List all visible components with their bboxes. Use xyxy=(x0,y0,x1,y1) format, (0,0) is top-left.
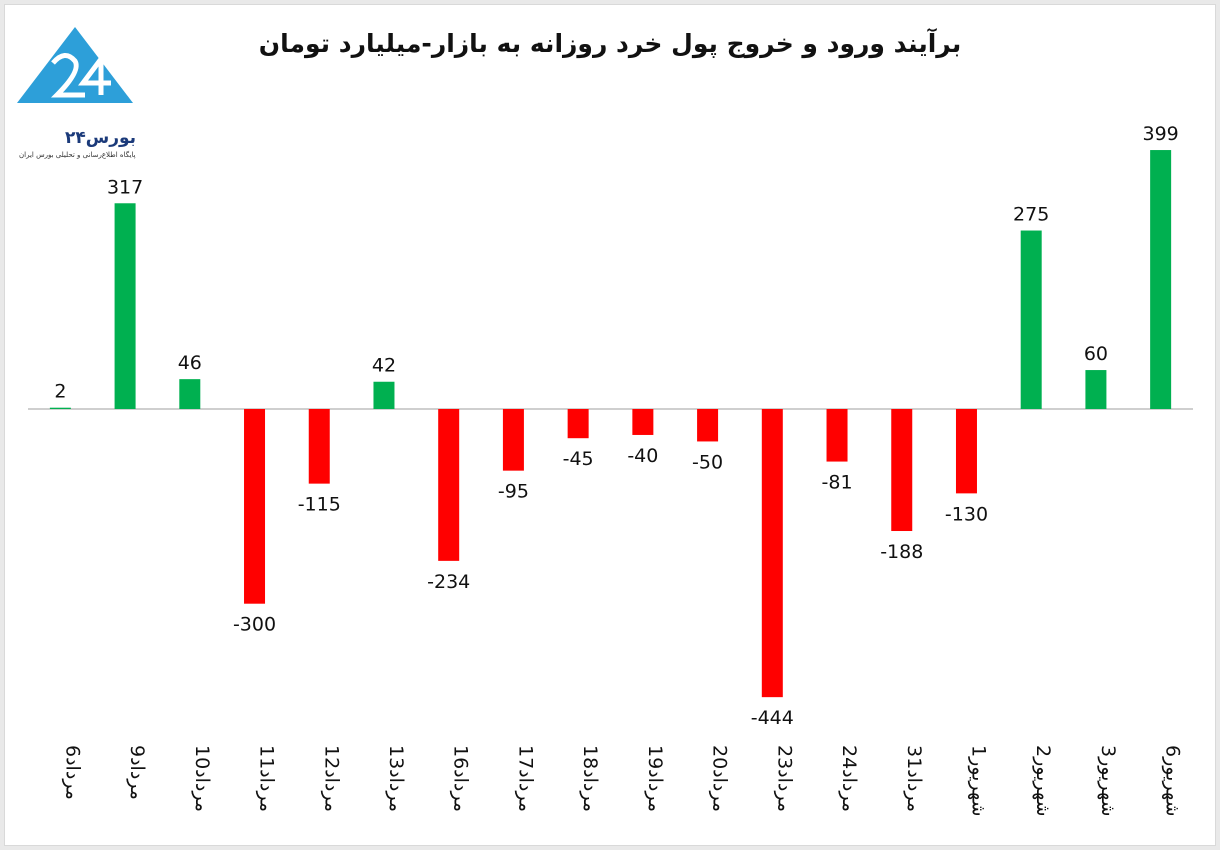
data-label: 399 xyxy=(1143,123,1179,145)
bar xyxy=(761,409,783,698)
x-tick-label: 31مرداد xyxy=(903,745,925,812)
x-tick-label: 6شهریور xyxy=(1162,745,1184,817)
bar xyxy=(697,409,719,442)
x-tick-label: 13مرداد xyxy=(385,745,407,812)
data-label: -40 xyxy=(627,445,658,467)
data-label: -234 xyxy=(427,571,470,593)
data-label: 2 xyxy=(54,381,66,403)
x-tick-label: 19مرداد xyxy=(644,745,666,812)
data-label: 60 xyxy=(1084,343,1108,365)
data-label: -115 xyxy=(298,494,341,516)
bourse24-logo: بورس۲۴ پایگاه اطلاع‌رسانی و تحلیلی بورس … xyxy=(13,25,158,159)
logo-name: بورس۲۴ xyxy=(65,128,137,148)
x-tick-label: 12مرداد xyxy=(320,745,342,812)
bar xyxy=(373,381,395,409)
chart-title: برآیند ورود و خروج پول خرد روزانه به باز… xyxy=(258,29,962,58)
bar xyxy=(308,409,330,484)
data-label: -300 xyxy=(233,614,276,636)
bar xyxy=(179,379,201,409)
x-tick-label: 11مرداد xyxy=(256,745,278,812)
data-label: 46 xyxy=(178,352,202,374)
data-label: 317 xyxy=(107,176,143,198)
x-tick-label: 1شهریور xyxy=(967,745,989,817)
bar xyxy=(1150,150,1172,409)
bar xyxy=(567,409,589,439)
bar xyxy=(438,409,460,561)
bar xyxy=(1020,230,1042,409)
bar xyxy=(502,409,524,471)
data-label: -50 xyxy=(692,451,723,473)
x-tick-label: 2شهریور xyxy=(1032,745,1054,817)
x-tick-label: 23مرداد xyxy=(773,745,795,812)
x-tick-label: 9مرداد xyxy=(126,745,148,800)
bar xyxy=(632,409,654,435)
data-label: 42 xyxy=(372,355,396,377)
data-label: 275 xyxy=(1013,204,1049,226)
bar xyxy=(891,409,913,532)
data-label: -95 xyxy=(498,481,529,503)
bar xyxy=(244,409,266,604)
bar xyxy=(114,203,136,409)
data-label: -81 xyxy=(822,472,853,494)
data-label: -45 xyxy=(563,448,594,470)
x-tick-label: 16مرداد xyxy=(450,745,472,812)
x-tick-label: 20مرداد xyxy=(709,745,731,812)
bar xyxy=(826,409,848,462)
x-tick-label: 3شهریور xyxy=(1097,745,1119,817)
data-label: -188 xyxy=(880,541,923,563)
bar xyxy=(955,409,977,494)
data-label: -444 xyxy=(751,707,794,729)
bar xyxy=(49,407,71,409)
x-tick-label: 6مرداد xyxy=(61,745,83,800)
bourse24-logo-icon xyxy=(17,27,133,103)
x-tick-label: 17مرداد xyxy=(514,745,536,812)
x-tick-label: 18مرداد xyxy=(579,745,601,812)
x-tick-label: 10مرداد xyxy=(191,745,213,812)
chart-frame: برآیند ورود و خروج پول خرد روزانه به باز… xyxy=(4,4,1216,846)
bar xyxy=(1085,370,1107,409)
x-tick-label: 24مرداد xyxy=(838,745,860,812)
logo-tagline: پایگاه اطلاع‌رسانی و تحلیلی بورس ایران xyxy=(19,151,136,159)
data-label: -130 xyxy=(945,503,988,525)
